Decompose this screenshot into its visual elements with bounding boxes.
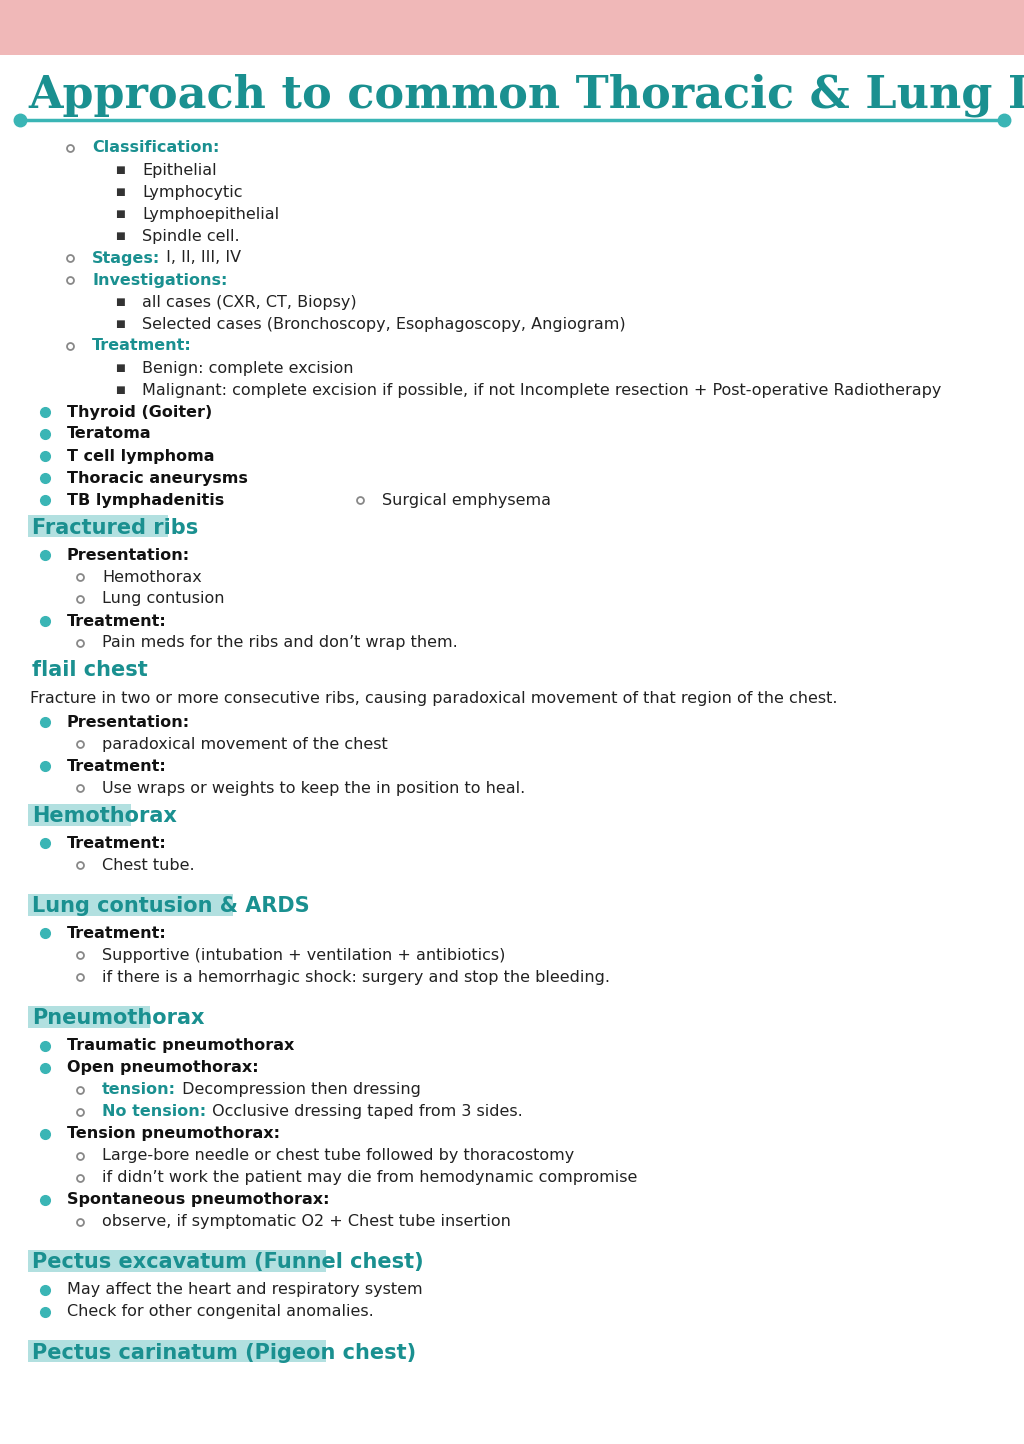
Text: Investigations:: Investigations: (92, 273, 227, 287)
Text: Treatment:: Treatment: (67, 836, 167, 851)
Text: Benign: complete excision: Benign: complete excision (142, 361, 353, 375)
Text: Fractured ribs: Fractured ribs (32, 517, 199, 537)
Text: Surgical emphysema: Surgical emphysema (382, 492, 551, 507)
Text: paradoxical movement of the chest: paradoxical movement of the chest (102, 736, 388, 752)
Text: ■: ■ (115, 297, 125, 308)
Text: Thoracic aneurysms: Thoracic aneurysms (67, 471, 248, 485)
Text: ■: ■ (115, 188, 125, 196)
Text: No tension:: No tension: (102, 1105, 206, 1119)
Text: Treatment:: Treatment: (67, 758, 167, 774)
Text: Pain meds for the ribs and don’t wrap them.: Pain meds for the ribs and don’t wrap th… (102, 635, 458, 650)
Text: flail chest: flail chest (32, 660, 147, 680)
Text: Treatment:: Treatment: (92, 338, 191, 354)
Bar (28, 1340, 327, 1362)
Text: Tension pneumothorax:: Tension pneumothorax: (67, 1126, 280, 1141)
Text: Spontaneous pneumothorax:: Spontaneous pneumothorax: (67, 1193, 330, 1207)
Bar (0, 0, 1024, 55)
Text: Open pneumothorax:: Open pneumothorax: (67, 1060, 259, 1076)
Text: Traumatic pneumothorax: Traumatic pneumothorax (67, 1038, 294, 1053)
Text: Teratoma: Teratoma (67, 426, 152, 442)
Text: if there is a hemorrhagic shock: surgery and stop the bleeding.: if there is a hemorrhagic shock: surgery… (102, 970, 610, 985)
Text: ■: ■ (115, 231, 125, 241)
Text: ■: ■ (115, 362, 125, 373)
Text: Classification:: Classification: (92, 140, 219, 156)
Text: Epithelial: Epithelial (142, 163, 217, 178)
Text: Selected cases (Bronchoscopy, Esophagoscopy, Angiogram): Selected cases (Bronchoscopy, Esophagosc… (142, 316, 626, 332)
Text: Large-bore needle or chest tube followed by thoracostomy: Large-bore needle or chest tube followed… (102, 1148, 574, 1162)
Text: Treatment:: Treatment: (67, 614, 167, 628)
Text: ■: ■ (115, 386, 125, 396)
Text: May affect the heart and respiratory system: May affect the heart and respiratory sys… (67, 1282, 423, 1297)
Text: ■: ■ (115, 165, 125, 175)
Text: Check for other congenital anomalies.: Check for other congenital anomalies. (67, 1304, 374, 1320)
Text: Hemothorax: Hemothorax (32, 806, 177, 826)
Text: if didn’t work the patient may die from hemodynamic compromise: if didn’t work the patient may die from … (102, 1170, 637, 1186)
Text: Presentation:: Presentation: (67, 715, 190, 729)
Text: TB lymphadenitis: TB lymphadenitis (67, 492, 224, 507)
Text: tension:: tension: (102, 1082, 176, 1097)
Text: Treatment:: Treatment: (67, 926, 167, 941)
Bar (28, 1006, 150, 1028)
Text: Spindle cell.: Spindle cell. (142, 228, 240, 244)
Text: I, II, III, IV: I, II, III, IV (161, 250, 242, 266)
Text: Pneumothorax: Pneumothorax (32, 1008, 205, 1028)
Text: ■: ■ (115, 319, 125, 329)
Text: Stages:: Stages: (92, 250, 160, 266)
Text: Chest tube.: Chest tube. (102, 858, 195, 872)
Text: Decompression then dressing: Decompression then dressing (177, 1082, 421, 1097)
Text: Malignant: complete excision if possible, if not Incomplete resection + Post-ope: Malignant: complete excision if possible… (142, 383, 941, 397)
Text: Presentation:: Presentation: (67, 547, 190, 563)
Text: Supportive (intubation + ventilation + antibiotics): Supportive (intubation + ventilation + a… (102, 947, 506, 963)
Text: Lymphocytic: Lymphocytic (142, 185, 243, 199)
Text: Hemothorax: Hemothorax (102, 569, 202, 585)
Text: Approach to common Thoracic & Lung Diseases:: Approach to common Thoracic & Lung Disea… (28, 74, 1024, 117)
Bar (28, 516, 168, 537)
Text: Lymphoepithelial: Lymphoepithelial (142, 206, 280, 221)
Text: Lung contusion: Lung contusion (102, 592, 224, 606)
Text: Occlusive dressing taped from 3 sides.: Occlusive dressing taped from 3 sides. (207, 1105, 523, 1119)
Text: observe, if symptomatic O2 + Chest tube insertion: observe, if symptomatic O2 + Chest tube … (102, 1214, 511, 1229)
Text: Pectus excavatum (Funnel chest): Pectus excavatum (Funnel chest) (32, 1252, 424, 1272)
Bar (28, 1251, 327, 1272)
Text: all cases (CXR, CT, Biopsy): all cases (CXR, CT, Biopsy) (142, 295, 356, 309)
Text: Pectus carinatum (Pigeon chest): Pectus carinatum (Pigeon chest) (32, 1343, 416, 1363)
Bar (28, 894, 233, 915)
Bar (28, 804, 131, 826)
Text: T cell lymphoma: T cell lymphoma (67, 449, 214, 464)
Text: ■: ■ (115, 209, 125, 219)
Text: Use wraps or weights to keep the in position to heal.: Use wraps or weights to keep the in posi… (102, 781, 525, 796)
Text: Thyroid (Goiter): Thyroid (Goiter) (67, 404, 212, 420)
Text: Fracture in two or more consecutive ribs, causing paradoxical movement of that r: Fracture in two or more consecutive ribs… (30, 690, 838, 706)
Text: Lung contusion & ARDS: Lung contusion & ARDS (32, 895, 309, 915)
